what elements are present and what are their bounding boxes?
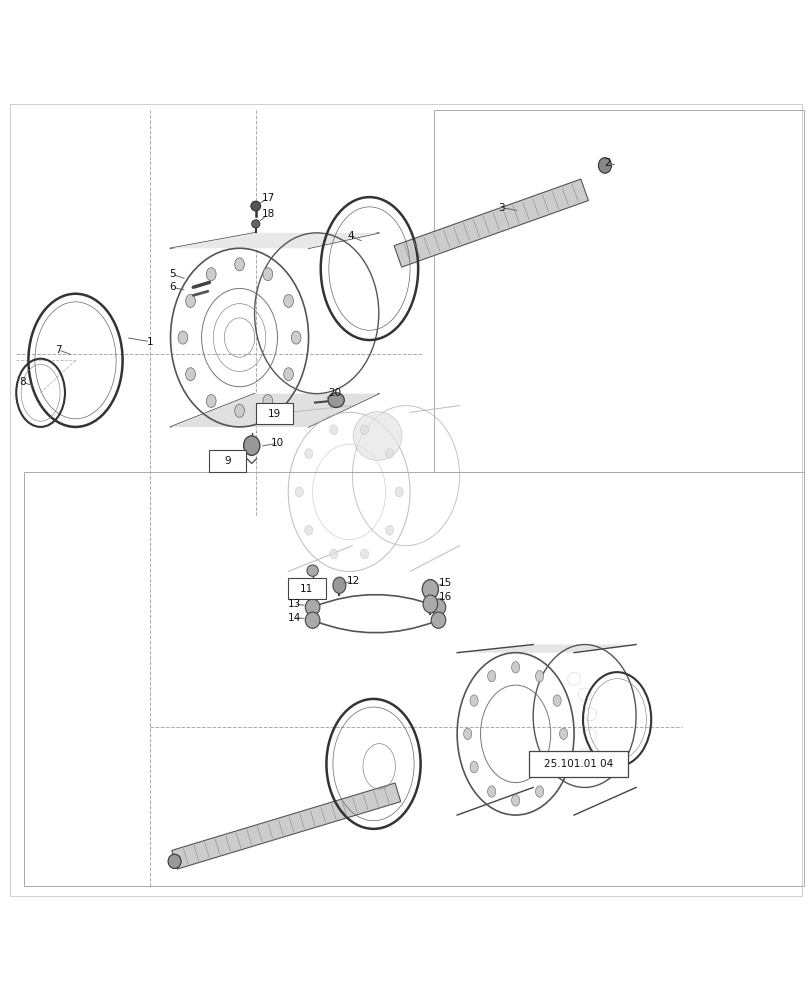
Ellipse shape <box>559 728 567 740</box>
Ellipse shape <box>394 487 402 497</box>
Text: 17: 17 <box>261 193 274 203</box>
Ellipse shape <box>360 425 368 435</box>
Ellipse shape <box>263 395 272 408</box>
Ellipse shape <box>487 671 495 682</box>
Ellipse shape <box>283 368 293 381</box>
Ellipse shape <box>234 258 244 271</box>
Ellipse shape <box>251 220 260 228</box>
Text: 12: 12 <box>346 576 359 586</box>
Ellipse shape <box>470 761 478 773</box>
Ellipse shape <box>305 599 320 615</box>
Ellipse shape <box>329 425 337 435</box>
Text: 9: 9 <box>224 456 230 466</box>
Text: 15: 15 <box>438 578 451 588</box>
Ellipse shape <box>511 795 519 806</box>
Ellipse shape <box>511 662 519 673</box>
Text: 16: 16 <box>438 592 451 602</box>
Ellipse shape <box>307 565 318 576</box>
Ellipse shape <box>535 671 543 682</box>
Ellipse shape <box>385 449 393 458</box>
Ellipse shape <box>186 294 195 307</box>
Text: 11: 11 <box>300 584 313 594</box>
Polygon shape <box>170 394 378 427</box>
Ellipse shape <box>304 525 312 535</box>
Ellipse shape <box>305 612 320 628</box>
Ellipse shape <box>353 412 401 460</box>
Ellipse shape <box>535 786 543 797</box>
Polygon shape <box>170 233 378 248</box>
Ellipse shape <box>431 599 445 615</box>
Ellipse shape <box>178 331 187 344</box>
Text: 1: 1 <box>147 337 153 347</box>
Text: 18: 18 <box>261 209 274 219</box>
Text: 3: 3 <box>498 203 504 213</box>
Text: 2: 2 <box>603 158 610 168</box>
Ellipse shape <box>422 580 438 599</box>
Polygon shape <box>172 783 400 869</box>
Ellipse shape <box>385 525 393 535</box>
Text: 19: 19 <box>268 409 281 419</box>
Ellipse shape <box>263 268 272 281</box>
Ellipse shape <box>243 436 260 455</box>
FancyBboxPatch shape <box>255 403 293 424</box>
Ellipse shape <box>487 786 495 797</box>
Text: 10: 10 <box>271 438 284 448</box>
Ellipse shape <box>305 579 320 595</box>
FancyBboxPatch shape <box>208 450 246 472</box>
Polygon shape <box>393 179 588 267</box>
Ellipse shape <box>463 728 471 740</box>
Ellipse shape <box>431 612 445 628</box>
Ellipse shape <box>329 549 337 559</box>
Ellipse shape <box>552 695 560 706</box>
Text: 4: 4 <box>347 231 354 241</box>
Ellipse shape <box>333 577 345 593</box>
Ellipse shape <box>234 404 244 417</box>
Ellipse shape <box>304 449 312 458</box>
Ellipse shape <box>291 331 301 344</box>
Text: 7: 7 <box>55 345 62 355</box>
Text: 13: 13 <box>287 599 300 609</box>
Text: 5: 5 <box>169 269 175 279</box>
Text: 14: 14 <box>287 613 300 623</box>
Polygon shape <box>457 645 635 653</box>
Ellipse shape <box>328 393 344 407</box>
Text: 20: 20 <box>328 388 341 398</box>
Ellipse shape <box>206 268 216 281</box>
Ellipse shape <box>598 158 611 173</box>
FancyBboxPatch shape <box>529 751 627 777</box>
Ellipse shape <box>360 549 368 559</box>
Ellipse shape <box>423 595 437 613</box>
Ellipse shape <box>283 294 293 307</box>
Ellipse shape <box>206 395 216 408</box>
Text: 6: 6 <box>169 282 175 292</box>
Ellipse shape <box>251 201 260 211</box>
Text: 25.101.01 04: 25.101.01 04 <box>543 759 612 769</box>
Ellipse shape <box>295 487 303 497</box>
FancyBboxPatch shape <box>288 578 325 599</box>
Ellipse shape <box>552 761 560 773</box>
Ellipse shape <box>168 854 181 868</box>
Ellipse shape <box>470 695 478 706</box>
Ellipse shape <box>186 368 195 381</box>
Text: 8: 8 <box>19 377 26 387</box>
